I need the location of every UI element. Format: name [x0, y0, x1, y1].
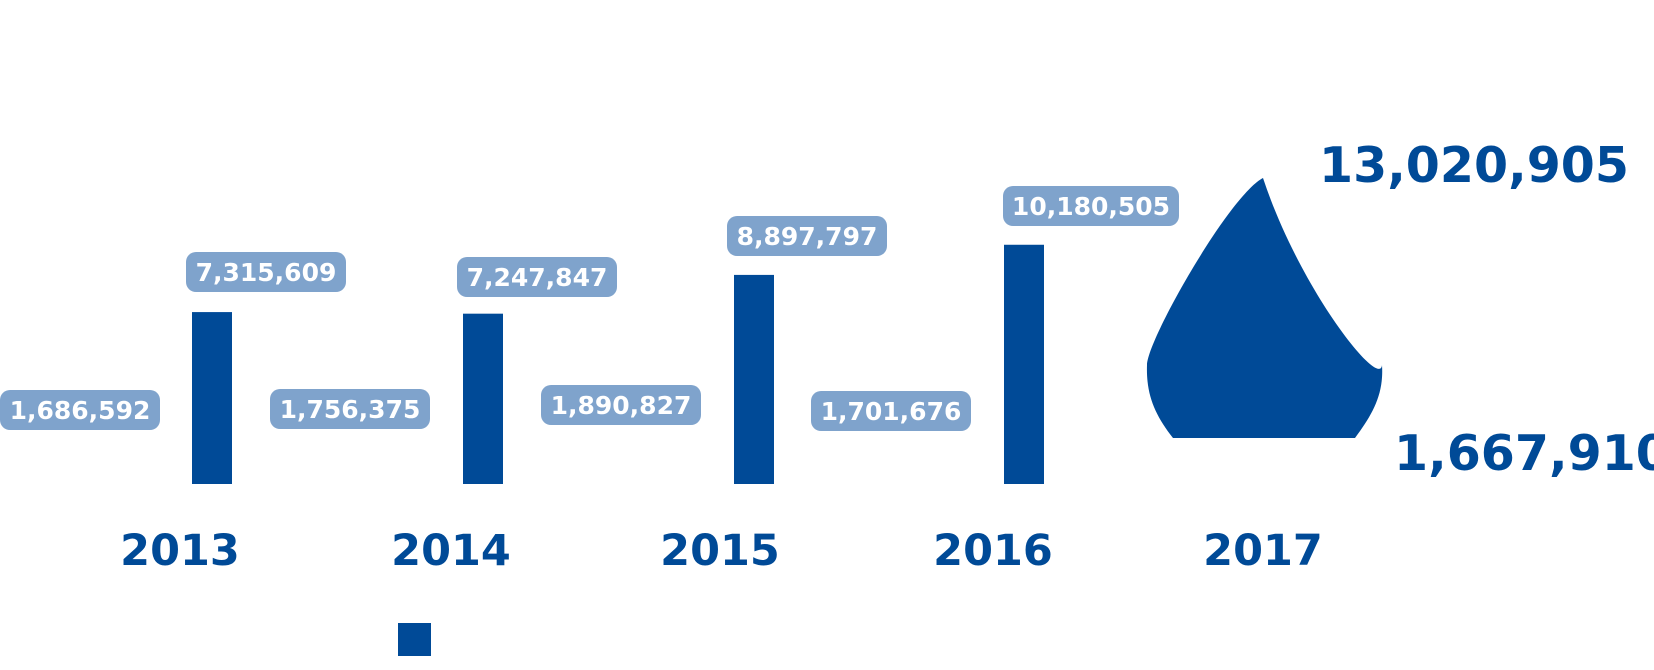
- value-label-2017: 13,020,905: [1319, 137, 1629, 194]
- value-label-2014: 7,247,847: [457, 257, 617, 297]
- year-label-2017: 2017: [1203, 526, 1323, 576]
- secondary-label-2015-text: 1,890,827: [551, 391, 692, 420]
- bar-2016: [1004, 244, 1044, 484]
- secondary-label-2016: 1,701,676: [811, 391, 971, 431]
- year-label-2013: 2013: [120, 526, 240, 576]
- secondary-label-2016-text: 1,701,676: [821, 397, 962, 426]
- value-label-2014-bg: [457, 257, 617, 297]
- secondary-label-2014-text: 1,756,375: [280, 395, 421, 424]
- value-label-2013-bg: [186, 252, 346, 292]
- value-label-2016: 10,180,505: [1003, 186, 1179, 226]
- year-labels: 2013 2014 2015 2016 2017: [120, 526, 1323, 576]
- value-label-2015: 8,897,797: [727, 216, 887, 256]
- secondary-label-2014: 1,756,375: [270, 389, 430, 429]
- bar-2013: [192, 312, 232, 484]
- secondary-label-2013-bg: [0, 390, 160, 430]
- secondary-label-2015: 1,890,827: [541, 385, 701, 425]
- value-label-2013: 7,315,609: [186, 252, 346, 292]
- value-label-2015-text: 8,897,797: [737, 222, 878, 251]
- bar-2014: [463, 313, 503, 484]
- secondary-label-2013: 1,686,592: [0, 390, 160, 430]
- value-label-2016-bg: [1003, 186, 1179, 226]
- secondary-label-2014-bg: [270, 389, 430, 429]
- secondary-label-2015-bg: [541, 385, 701, 425]
- value-label-2013-text: 7,315,609: [196, 258, 337, 287]
- bars-layer: [192, 244, 1044, 484]
- year-label-2016: 2016: [933, 526, 1053, 576]
- secondary-label-2013-text: 1,686,592: [10, 396, 151, 425]
- bar-2015: [734, 274, 774, 484]
- year-label-2015: 2015: [660, 526, 780, 576]
- year-label-2014: 2014: [391, 526, 511, 576]
- value-label-2015-bg: [727, 216, 887, 256]
- secondary-label-2016-bg: [811, 391, 971, 431]
- secondary-label-2017: 1,667,910: [1394, 425, 1654, 482]
- legend-swatch: [398, 623, 431, 656]
- labels-layer: 7,315,609 7,247,847 8,897,797 10,180,505 1,6…: [0, 137, 1654, 482]
- value-label-2016-text: 10,180,505: [1012, 192, 1170, 221]
- value-label-2014-text: 7,247,847: [467, 263, 608, 292]
- drop-shape-2017: [1146, 178, 1383, 438]
